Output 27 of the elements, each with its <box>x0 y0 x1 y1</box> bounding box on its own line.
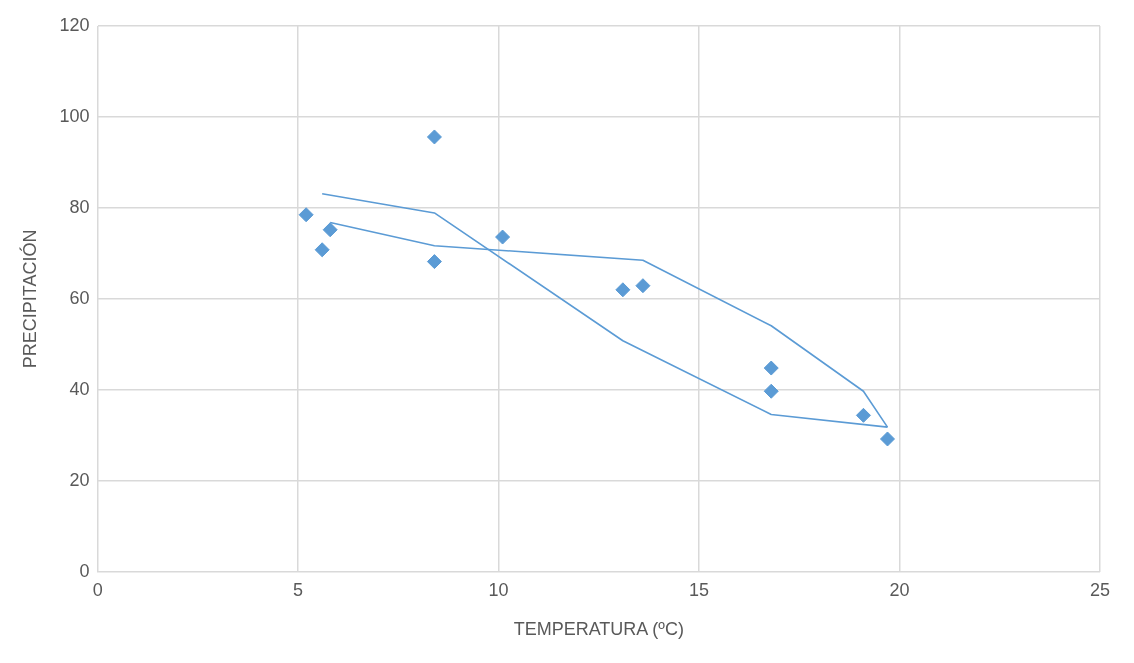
x-tick-label: 25 <box>1089 579 1111 600</box>
x-axis-title: TEMPERATURA (ºC) <box>513 619 684 640</box>
y-tick-label: 100 <box>59 105 90 126</box>
x-tick-label: 5 <box>293 579 304 600</box>
point <box>322 222 338 238</box>
point <box>615 282 631 298</box>
point <box>426 129 442 145</box>
y-tick-label: 80 <box>69 196 90 217</box>
y-tick-label: 120 <box>59 14 90 35</box>
y-tick-label: 60 <box>69 287 90 308</box>
point <box>298 207 314 223</box>
point <box>763 360 779 376</box>
point <box>314 242 330 258</box>
point <box>426 254 442 270</box>
x-tick-label: 0 <box>92 579 103 600</box>
point <box>763 383 779 399</box>
y-tick-label: 40 <box>69 378 90 399</box>
point <box>635 278 651 294</box>
point <box>495 229 511 245</box>
x-tick-label: 20 <box>889 579 910 600</box>
point <box>880 431 895 447</box>
y-axis-title: PRECIPITACIÓN <box>18 229 40 369</box>
x-tick-label: 15 <box>689 579 710 600</box>
y-tick-label: 0 <box>79 560 90 581</box>
point <box>855 407 871 423</box>
y-tick-label: 20 <box>69 469 90 490</box>
x-tick-label: 10 <box>488 579 509 600</box>
